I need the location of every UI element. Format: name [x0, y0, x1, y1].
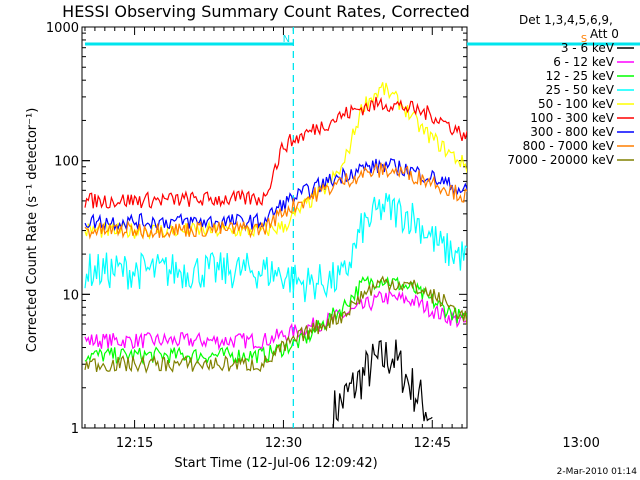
x-tick-label: 12:30 [265, 436, 302, 451]
series-lines [84, 82, 467, 428]
mode-label: N [283, 34, 290, 45]
legend-label: 25 - 50 keV [546, 83, 615, 97]
legend-label: 100 - 300 keV [530, 111, 614, 125]
series-line [84, 275, 467, 366]
render-timestamp: 2-Mar-2010 01:14 [557, 467, 638, 477]
legend-label: 3 - 6 keV [561, 41, 615, 55]
x-tick-label: 12:15 [116, 436, 153, 451]
x-tick-label: 13:00 [562, 436, 599, 451]
legend-label: 800 - 7000 keV [523, 139, 615, 153]
series-line [332, 339, 433, 428]
y-tick-label: 1 [71, 422, 79, 437]
series-line [84, 289, 467, 351]
legend-label: 12 - 25 keV [546, 69, 615, 83]
y-tick-label: 100 [54, 155, 79, 170]
series-line [84, 96, 467, 209]
legend-label: 50 - 100 keV [538, 97, 615, 111]
series-line [84, 192, 467, 303]
x-axis-label: Start Time (12-Jul-06 12:09:42) [174, 456, 377, 471]
series-line [84, 82, 467, 240]
plot-frame [81, 26, 468, 429]
y-tick-label: 10 [62, 288, 79, 303]
vertical-markers [292, 27, 295, 428]
mode-label: S [581, 34, 587, 45]
legend-header-line1: Det 1,3,4,5,6,9, [519, 13, 613, 27]
chart-title: HESSI Observing Summary Count Rates, Cor… [62, 2, 470, 21]
legend-header-line2: Att 0 [590, 27, 619, 41]
legend-label: 300 - 800 keV [530, 125, 614, 139]
y-tick-label: 1000 [46, 21, 79, 36]
legend-label: 6 - 12 keV [553, 55, 615, 69]
x-tick-label: 12:45 [414, 436, 451, 451]
series-line [84, 162, 467, 240]
series-line [84, 275, 467, 374]
y-axis-label: Corrected Count Rate (s⁻¹ detector⁻¹) [25, 108, 40, 353]
series-line [84, 158, 467, 232]
legend-label: 7000 - 20000 keV [507, 153, 614, 167]
